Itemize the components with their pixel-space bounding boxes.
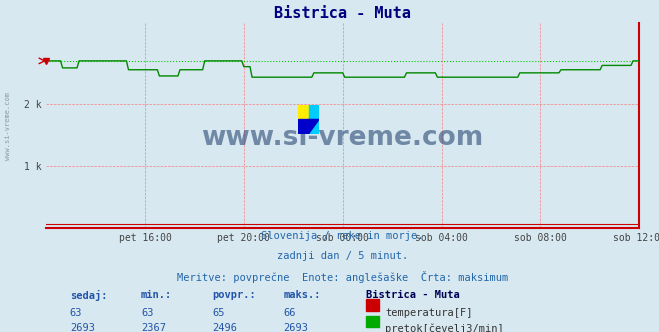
Text: www.si-vreme.com: www.si-vreme.com <box>202 125 484 151</box>
Text: 2693: 2693 <box>70 323 95 332</box>
Text: min.:: min.: <box>141 290 172 300</box>
Text: Meritve: povprečne  Enote: anglešaške  Črta: maksimum: Meritve: povprečne Enote: anglešaške Črt… <box>177 271 508 283</box>
Text: sedaj:: sedaj: <box>70 290 107 301</box>
Text: povpr.:: povpr.: <box>212 290 256 300</box>
Bar <box>366 316 380 327</box>
Text: Slovenija / reke in morje.: Slovenija / reke in morje. <box>262 231 424 241</box>
Text: 63: 63 <box>70 308 82 318</box>
Text: www.si-vreme.com: www.si-vreme.com <box>5 92 11 160</box>
Text: maks.:: maks.: <box>283 290 321 300</box>
Bar <box>366 299 380 311</box>
Text: 66: 66 <box>283 308 296 318</box>
Text: pretok[čevelj3/min]: pretok[čevelj3/min] <box>386 323 504 332</box>
Text: 2693: 2693 <box>283 323 308 332</box>
Text: Bistrica - Muta: Bistrica - Muta <box>366 290 460 300</box>
Text: 2367: 2367 <box>141 323 166 332</box>
Text: 63: 63 <box>141 308 154 318</box>
Text: 2496: 2496 <box>212 323 237 332</box>
Title: Bistrica - Muta: Bistrica - Muta <box>274 6 411 21</box>
Text: zadnji dan / 5 minut.: zadnji dan / 5 minut. <box>277 251 409 261</box>
Text: 65: 65 <box>212 308 225 318</box>
Text: temperatura[F]: temperatura[F] <box>386 308 473 318</box>
